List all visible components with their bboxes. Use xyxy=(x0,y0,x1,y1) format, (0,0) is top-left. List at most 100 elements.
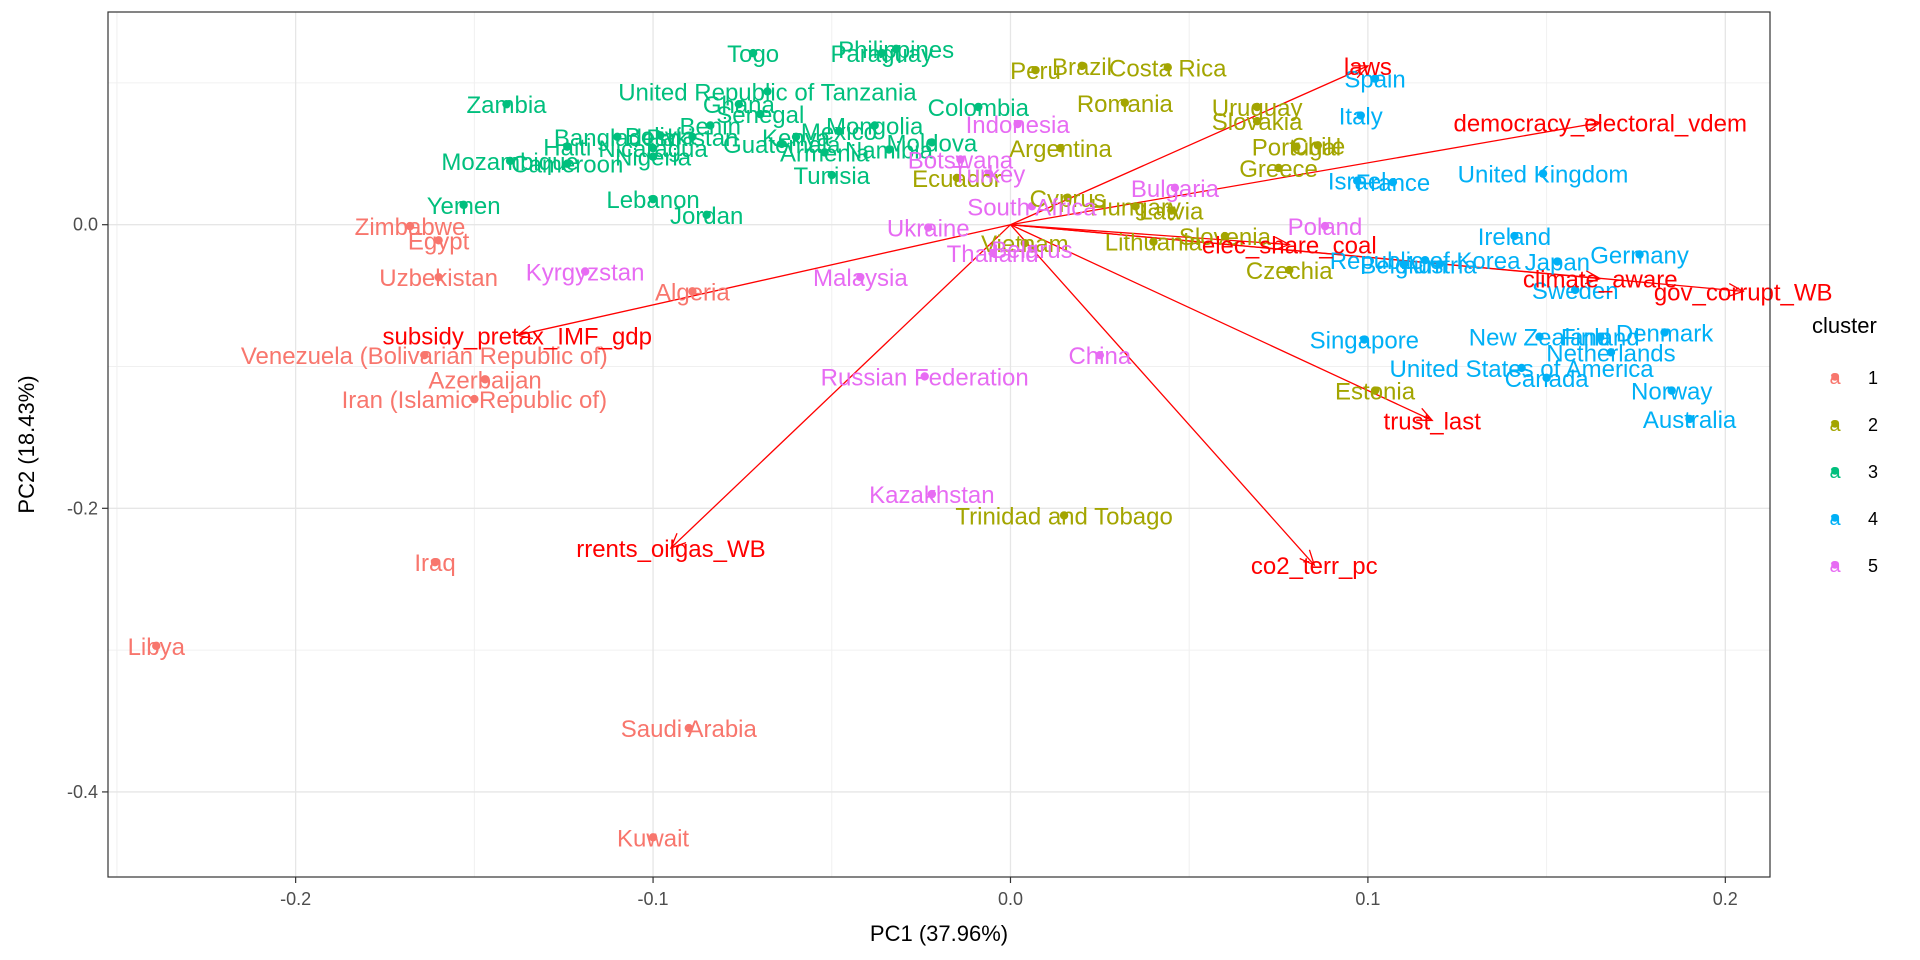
data-point xyxy=(580,267,590,276)
point-label: Zimbabwe xyxy=(355,214,466,241)
point-label: Belarus xyxy=(991,237,1072,264)
point-label: Bolivia xyxy=(625,123,696,150)
data-point xyxy=(756,109,765,119)
data-point xyxy=(1252,102,1262,112)
vector-arrowhead xyxy=(1416,407,1434,422)
point-label: Czechia xyxy=(1246,258,1333,285)
point-label: New Zealand xyxy=(1469,325,1610,352)
vector-arrowhead xyxy=(1727,282,1745,298)
data-point xyxy=(1274,163,1283,173)
vector-line xyxy=(1010,121,1601,226)
data-point xyxy=(1660,328,1669,337)
grid-minor xyxy=(108,12,1770,877)
data-point xyxy=(420,350,429,360)
point-label: Singapore xyxy=(1310,328,1419,355)
point-label: Spain xyxy=(1344,67,1405,94)
vector-label: democracy_electoral_vdem xyxy=(1453,111,1746,138)
data-point xyxy=(1220,231,1230,241)
point-label: Mexico xyxy=(801,119,877,146)
vector-label: climate_aware xyxy=(1523,267,1678,294)
vector-label: gov_corrupt_WB xyxy=(1654,279,1833,306)
data-point xyxy=(1320,221,1330,231)
point-label: Cyprus xyxy=(1030,186,1106,213)
data-point xyxy=(988,248,997,258)
data-point xyxy=(920,372,929,381)
legend-key-point xyxy=(1831,467,1839,475)
point-label: Senegal xyxy=(716,102,804,129)
legend-key-point xyxy=(1831,420,1839,428)
data-point xyxy=(1077,61,1087,71)
point-label: Nigeria xyxy=(615,145,692,172)
point-label: Canada xyxy=(1505,366,1590,393)
point-label: Iraq xyxy=(414,550,455,577)
point-label: Trinidad and Tobago xyxy=(955,503,1173,530)
data-point xyxy=(1370,74,1380,83)
grid-major xyxy=(108,12,1770,877)
vector-line xyxy=(1010,224,1290,246)
point-label: Finland xyxy=(1561,325,1640,352)
point-label: United Republic of Tanzania xyxy=(618,79,917,106)
point-label: Moldova xyxy=(886,130,977,157)
data-point xyxy=(1027,202,1037,211)
legend-key-point xyxy=(1831,561,1839,569)
data-point xyxy=(502,99,511,109)
point-label: Kazakhstan xyxy=(869,482,994,509)
point-label: Cameroon xyxy=(511,152,623,179)
point-label: Slovakia xyxy=(1212,109,1303,136)
data-point xyxy=(1020,238,1029,248)
point-label: Estonia xyxy=(1335,379,1416,406)
data-point xyxy=(956,155,965,164)
x-axis-title: PC1 (37.96%) xyxy=(870,921,1008,946)
data-point xyxy=(1170,183,1180,193)
data-point xyxy=(688,287,697,296)
legend-label: 3 xyxy=(1868,462,1878,482)
data-point xyxy=(1420,255,1430,265)
data-point xyxy=(856,272,865,282)
point-label: Norway xyxy=(1631,379,1712,406)
data-point xyxy=(1517,363,1526,373)
vector-arrowhead xyxy=(1351,65,1370,79)
point-label: Bulgaria xyxy=(1131,176,1220,203)
x-tick-label: 0.0 xyxy=(998,889,1023,909)
data-point xyxy=(1388,177,1398,187)
data-point xyxy=(648,152,658,161)
legend-key-point xyxy=(1831,373,1839,381)
point-label: Russian Federation xyxy=(821,364,1029,391)
data-point xyxy=(648,143,658,153)
point-label: Belgium xyxy=(1360,252,1447,279)
data-point xyxy=(1163,63,1172,72)
point-label: Australia xyxy=(1643,407,1737,434)
point-label: Yemen xyxy=(427,193,501,220)
y-axis-title: PC2 (18.43%) xyxy=(14,375,39,513)
data-point xyxy=(1538,169,1548,178)
data-point xyxy=(820,148,829,157)
data-point xyxy=(1667,386,1676,395)
data-point xyxy=(952,173,962,183)
data-point xyxy=(1542,373,1551,383)
data-point xyxy=(656,131,665,140)
point-label: Venezuela (Bolivarian Republic of) xyxy=(241,343,608,370)
data-point xyxy=(1370,386,1380,395)
x-tick-label: 0.2 xyxy=(1713,889,1738,909)
data-point xyxy=(1063,193,1072,202)
point-label: Ghana xyxy=(703,92,776,119)
point-label: Togo xyxy=(727,41,779,68)
data-point xyxy=(984,169,994,178)
data-point xyxy=(870,121,879,130)
data-point xyxy=(877,48,887,58)
vector-label: trust_last xyxy=(1384,408,1482,435)
point-label: Hungary xyxy=(1090,194,1181,221)
vector-line xyxy=(1010,224,1601,280)
data-point xyxy=(1149,237,1158,246)
point-label: Azerbaijan xyxy=(428,367,541,394)
point-label: Latvia xyxy=(1139,199,1204,226)
y-tick-label: -0.4 xyxy=(67,782,98,802)
point-label: Kuwait xyxy=(617,825,689,852)
data-point xyxy=(974,102,983,112)
legend: cluster a1a2a3a4a5 xyxy=(1812,313,1878,577)
data-point xyxy=(1056,143,1065,153)
vector-label: subsidy_pretax_IMF_gdp xyxy=(383,323,652,350)
point-label: Kyrgyzstan xyxy=(526,260,645,287)
